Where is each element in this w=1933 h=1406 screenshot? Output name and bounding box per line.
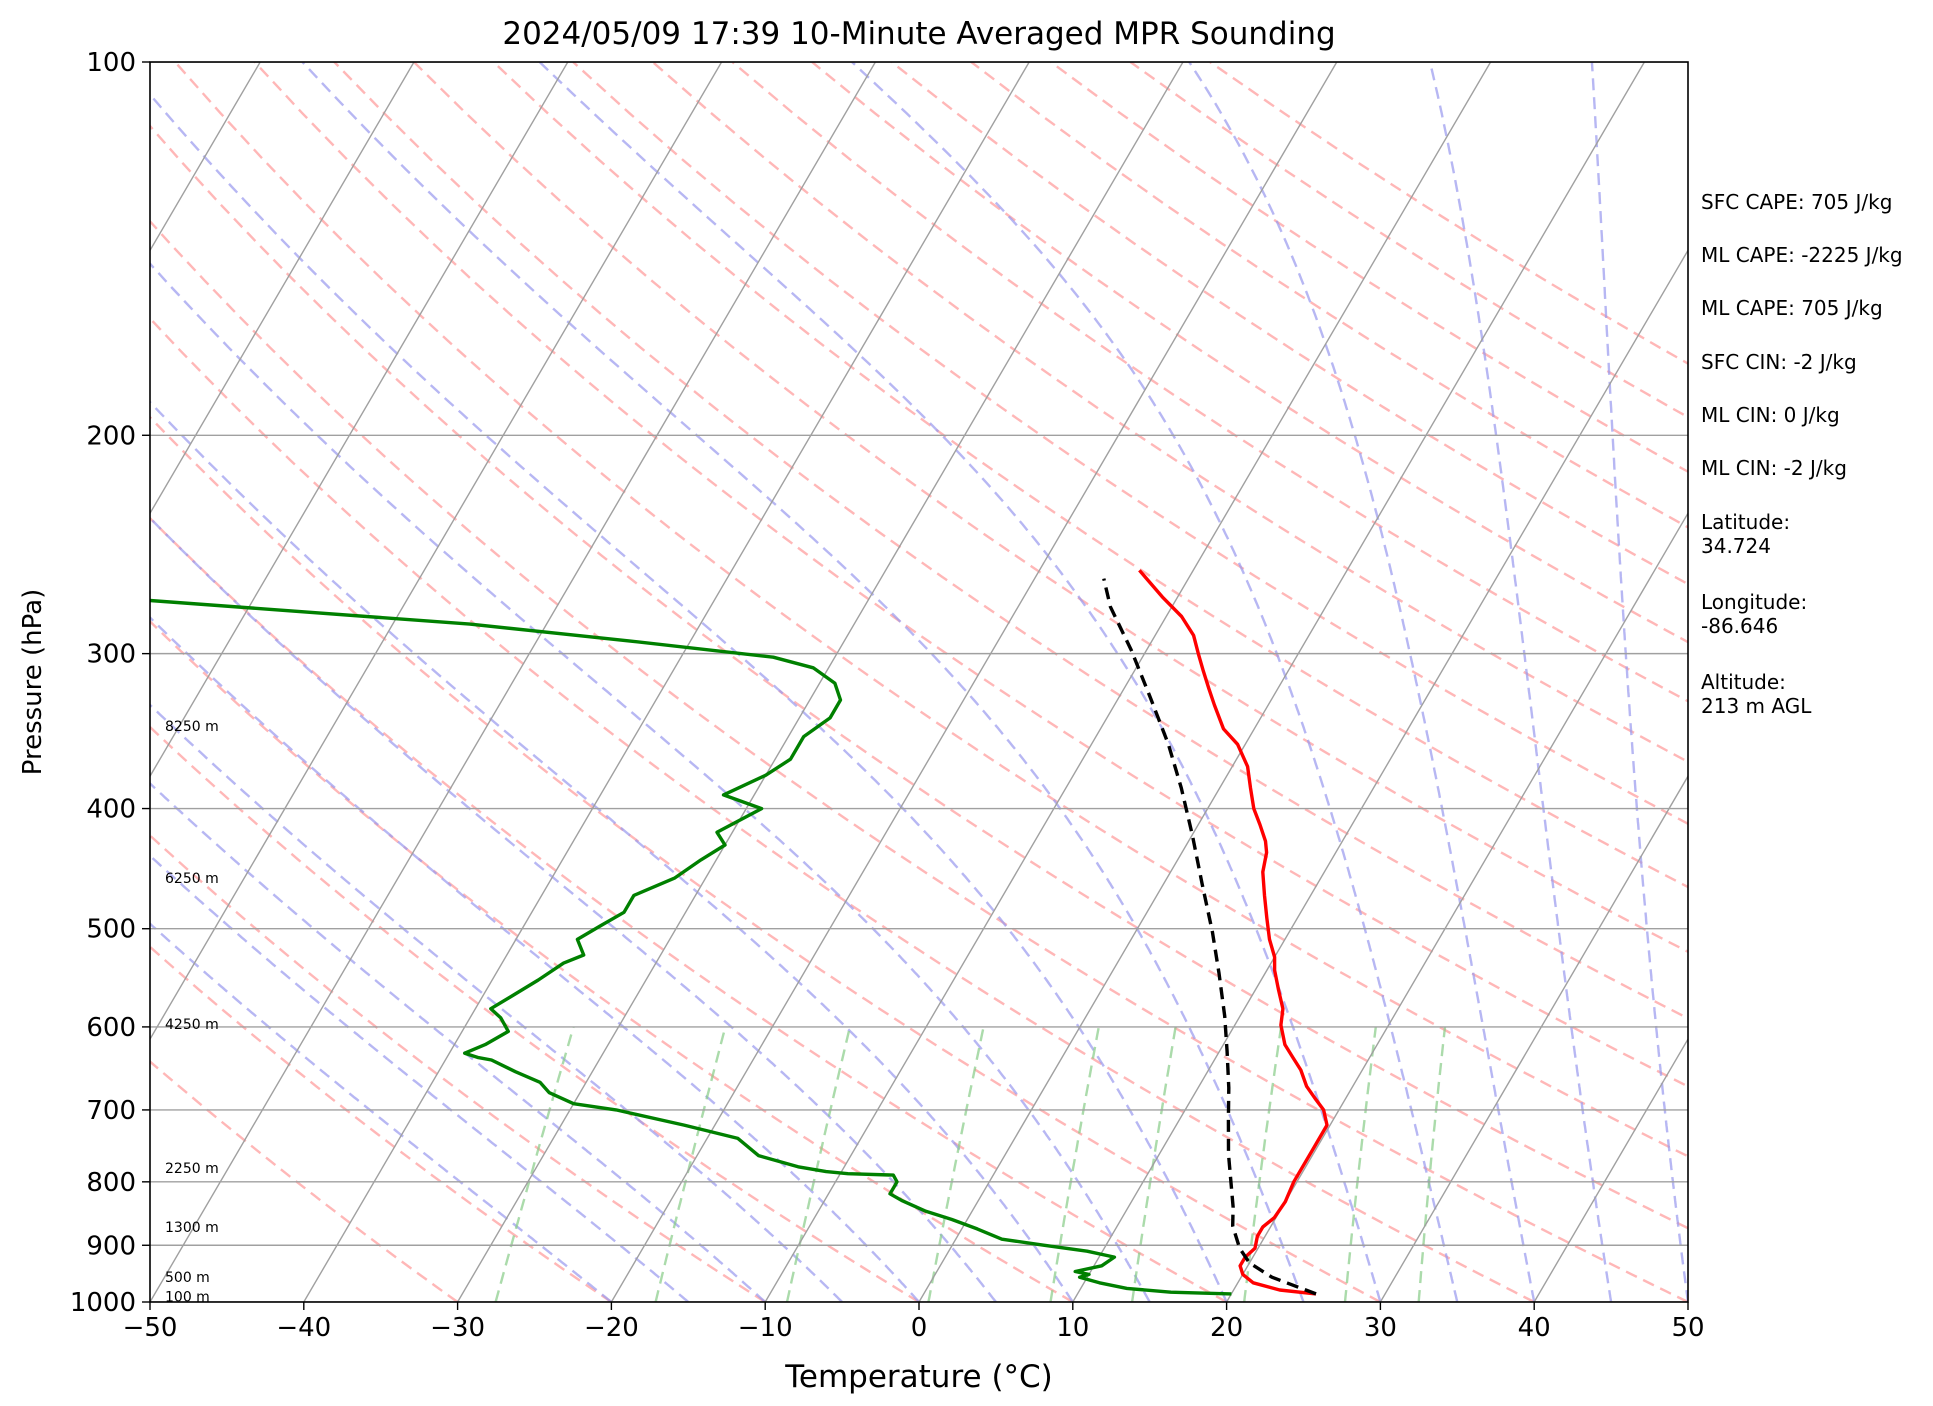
x-tick-label: −40	[276, 1313, 331, 1343]
moist-adiabat-line	[1428, 62, 1613, 1302]
y-axis-label: Pressure (hPa)	[18, 589, 48, 776]
isotherms	[150, 62, 1688, 1302]
annotation-text: ML CIN: -2 J/kg	[1701, 456, 1847, 480]
dry-adiabat-line	[731, 62, 1688, 703]
dry-adiabat-line	[413, 62, 1688, 954]
isotherm-line	[764, 62, 1492, 1302]
annotation-text: SFC CAPE: 705 J/kg	[1701, 190, 1893, 214]
dry-adiabat-line	[150, 833, 766, 1302]
height-labels: 100 m 500 m 1300 m 2250 m 4250 m 6250 m 8250 m	[165, 719, 219, 1306]
moist-adiabat-line	[150, 703, 843, 1302]
annotation-text: SFC CIN: -2 J/kg	[1701, 350, 1857, 374]
tick-labels: −50 −40 −30 −20 −10 0 10 20 30 40 50 100 200 300 400 50…	[70, 48, 1705, 1343]
height-label: 500 m	[165, 1270, 210, 1286]
x-tick-label: 50	[1671, 1313, 1704, 1343]
isotherm-line	[150, 62, 415, 515]
dry-adiabat-line	[150, 945, 613, 1302]
dry-adiabat-line	[811, 62, 1688, 644]
annotation-text: Latitude: 34.724	[1701, 510, 1791, 558]
x-tick-label: −10	[738, 1313, 793, 1343]
isotherm-line	[610, 62, 1338, 1302]
dry-adiabat-line	[150, 619, 1074, 1302]
moist-adiabat-line	[150, 615, 920, 1302]
dry-adiabat-line	[572, 62, 1688, 826]
height-label: 1300 m	[165, 1220, 219, 1236]
x-axis-label: Temperature (°C)	[784, 1359, 1053, 1395]
moist-adiabat-line	[150, 92, 1228, 1302]
isotherm-line	[150, 62, 877, 1302]
isotherm-line	[456, 62, 1184, 1302]
parcel-path-line	[1102, 578, 1317, 1296]
moist-adiabat-line	[1188, 62, 1536, 1302]
dry-adiabat-line	[150, 219, 1688, 1302]
x-tick-label: −50	[123, 1313, 178, 1343]
moist-adiabat-line	[150, 261, 1151, 1302]
series-layer	[150, 569, 1329, 1296]
x-tick-label: 10	[1056, 1313, 1089, 1343]
height-label: 8250 m	[165, 719, 219, 735]
y-tick-label: 200	[86, 421, 136, 451]
isotherm-line	[918, 62, 1646, 1302]
moist-adiabat-line	[301, 62, 1305, 1302]
x-tick-label: 30	[1364, 1313, 1397, 1343]
isotherm-line	[150, 62, 723, 1041]
isotherm-line	[1379, 774, 1688, 1302]
background-lines	[150, 62, 1688, 1302]
y-tick-label: 400	[86, 795, 136, 825]
isotherm-line	[303, 62, 1030, 1302]
dry-adiabat-line	[333, 62, 1688, 1020]
y-tick-label: 100	[86, 48, 136, 78]
moist-adiabat-line	[851, 62, 1459, 1302]
x-tick-label: 0	[911, 1313, 928, 1343]
pressure-gridlines	[150, 62, 1688, 1302]
height-label: 100 m	[165, 1290, 210, 1306]
y-tick-label: 900	[86, 1231, 136, 1261]
height-label: 2250 m	[165, 1161, 219, 1177]
moist-adiabat-line	[150, 854, 690, 1302]
moist-adiabat-line	[1590, 62, 1688, 1302]
y-tick-label: 800	[86, 1168, 136, 1198]
y-tick-label: 1000	[70, 1288, 136, 1318]
annotation-text: ML CAPE: 705 J/kg	[1701, 296, 1883, 320]
temperature-profile-line	[1138, 569, 1329, 1296]
annotation-text: Longitude: -86.646	[1701, 590, 1808, 638]
dry-adiabat-line	[150, 124, 1688, 1230]
isotherm-line	[1533, 1037, 1688, 1302]
height-label: 4250 m	[165, 1017, 219, 1033]
y-tick-label: 500	[86, 915, 136, 945]
moist-adiabat-line	[150, 922, 613, 1302]
isotherm-line	[1072, 248, 1688, 1302]
y-tick-label: 600	[86, 1013, 136, 1043]
moist-adiabat-line	[150, 781, 767, 1302]
x-tick-label: 20	[1210, 1313, 1243, 1343]
height-label: 6250 m	[165, 871, 219, 887]
annotation-text: Altitude: 213 m AGL	[1701, 670, 1812, 718]
annotation-text: ML CIN: 0 J/kg	[1701, 403, 1840, 427]
isotherm-line	[150, 62, 569, 778]
dry-adiabat-line	[150, 415, 1381, 1302]
moist-adiabat-line	[150, 516, 997, 1302]
dry-adiabats	[150, 62, 1688, 1302]
moist-adiabat-line	[150, 400, 1074, 1302]
x-tick-label: −20	[584, 1313, 639, 1343]
dry-adiabat-line	[150, 316, 1535, 1302]
y-tick-label: 700	[86, 1096, 136, 1126]
x-tick-label: −30	[430, 1313, 485, 1343]
y-tick-label: 300	[86, 640, 136, 670]
isotherm-line	[1225, 511, 1688, 1302]
dewpoint-profile-line	[150, 598, 1232, 1296]
chart-title: 2024/05/09 17:39 10-Minute Averaged MPR …	[502, 16, 1335, 52]
annotation-text: ML CAPE: -2225 J/kg	[1701, 243, 1903, 267]
x-tick-label: 40	[1518, 1313, 1551, 1343]
dry-adiabat-line	[150, 725, 920, 1302]
